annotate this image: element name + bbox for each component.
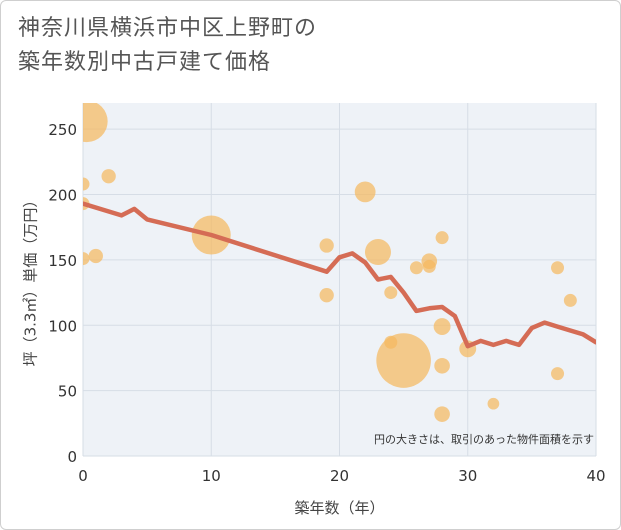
title-line-2: 築年数別中古戸建て価格 xyxy=(18,50,272,75)
y-tick-label: 50 xyxy=(58,383,77,401)
y-axis-label: 坪（3.3㎡）単価（万円） xyxy=(22,193,40,367)
data-point xyxy=(434,406,450,422)
trend-line xyxy=(83,201,596,349)
legend-note: 円の大きさは、取引のあった物件面積を示す xyxy=(374,432,594,446)
data-point xyxy=(376,333,431,388)
data-point xyxy=(551,367,565,381)
data-point xyxy=(487,397,500,410)
data-point xyxy=(433,318,451,336)
data-point xyxy=(364,239,391,266)
chart-title: 神奈川県横浜市中区上野町の 築年数別中古戸建て価格 xyxy=(18,12,317,80)
data-point xyxy=(409,261,423,275)
data-point xyxy=(319,288,334,303)
x-tick-label: 40 xyxy=(586,467,605,485)
data-point xyxy=(83,103,108,143)
x-axis-ticks: 0 10 20 30 40 xyxy=(78,467,605,485)
y-tick-label: 150 xyxy=(48,252,77,270)
x-tick-label: 30 xyxy=(458,467,477,485)
data-point xyxy=(551,261,565,275)
y-tick-label: 250 xyxy=(48,121,77,139)
x-axis-label: 築年数（年） xyxy=(294,499,384,517)
x-tick-label: 20 xyxy=(330,467,349,485)
x-tick-label: 10 xyxy=(202,467,221,485)
y-tick-label: 200 xyxy=(48,187,77,205)
title-line-1: 神奈川県横浜市中区上野町の xyxy=(18,16,318,41)
data-point xyxy=(384,286,398,300)
data-point xyxy=(354,181,376,203)
y-tick-label: 100 xyxy=(48,317,77,335)
data-point xyxy=(88,248,103,264)
data-point xyxy=(435,231,449,245)
data-point xyxy=(83,252,90,266)
data-point xyxy=(319,238,334,253)
y-tick-label: 0 xyxy=(67,448,77,466)
data-point xyxy=(563,293,577,307)
y-axis-ticks: 0 50 100 150 200 250 xyxy=(48,121,77,466)
data-point xyxy=(101,169,116,184)
data-point xyxy=(422,259,436,273)
data-point xyxy=(83,177,90,191)
grid-lines xyxy=(82,103,597,457)
x-tick-label: 0 xyxy=(78,467,88,485)
data-point xyxy=(434,357,450,374)
